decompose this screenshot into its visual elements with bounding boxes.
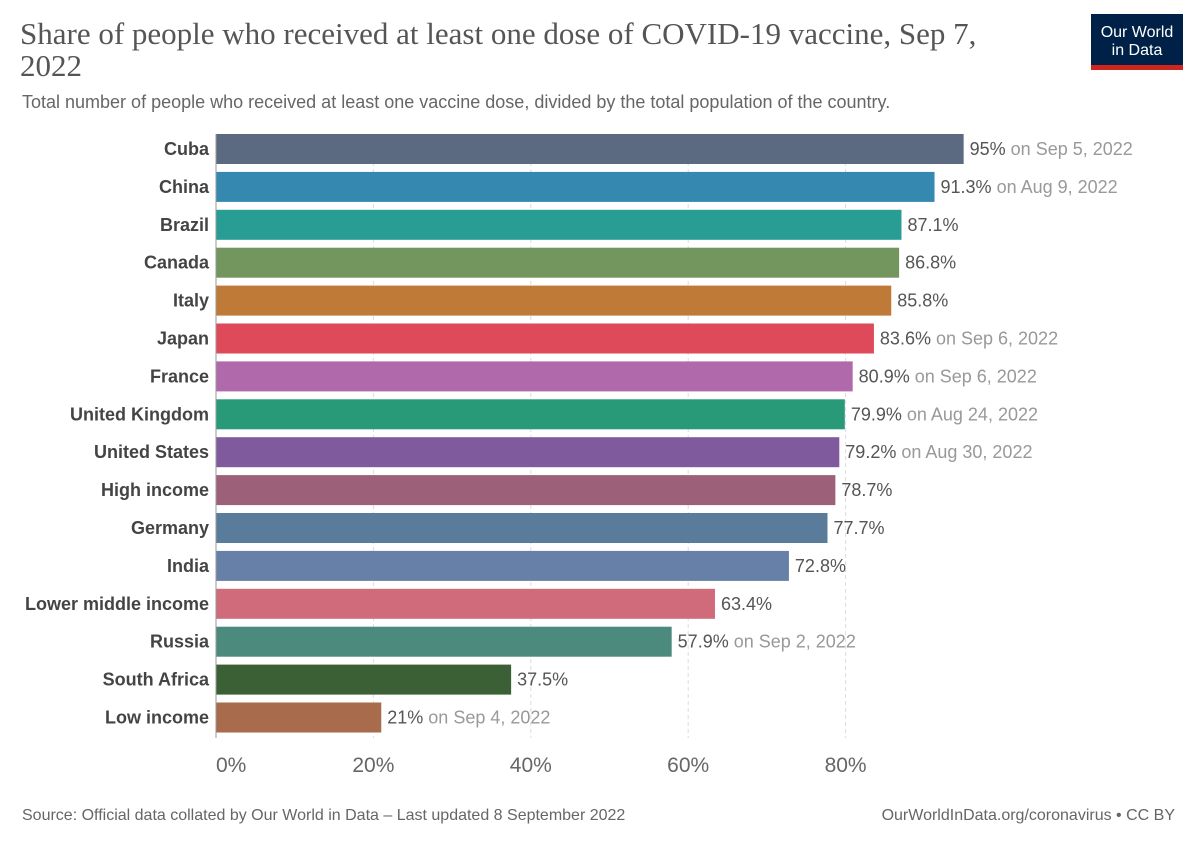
logo-line-1: Our World (1100, 24, 1174, 41)
source-link[interactable]: OurWorldInData.org/coronavirus • CC BY (881, 807, 1175, 824)
x-axis: 0% 20% 40% 60% 80% (215, 134, 867, 777)
category-label: Russia (150, 632, 210, 652)
date-note: on Sep 2, 2022 (729, 632, 856, 652)
logo-accent-bar (1091, 65, 1183, 70)
bar[interactable] (216, 247, 900, 278)
value-label: 21% on Sep 4, 2022 (387, 708, 550, 728)
value-label: 79.9% on Aug 24, 2022 (851, 404, 1038, 424)
source-note: Source: Official data collated by Our Wo… (22, 807, 626, 824)
date-note: on Sep 6, 2022 (931, 329, 1058, 349)
category-label: France (150, 366, 209, 386)
x-tick-label: 80% (825, 754, 867, 777)
date-note: on Aug 9, 2022 (992, 177, 1118, 197)
bar[interactable] (216, 171, 935, 202)
bar[interactable] (216, 550, 789, 581)
value-label: 72.8% (795, 556, 846, 576)
value-label: 77.7% (833, 518, 884, 538)
value-label: 79.2% on Aug 30, 2022 (845, 442, 1032, 462)
category-label: Germany (131, 518, 209, 538)
value-label: 91.3% on Aug 9, 2022 (941, 177, 1118, 197)
bar[interactable] (216, 702, 382, 733)
bar[interactable] (216, 134, 964, 164)
bar[interactable] (216, 513, 828, 543)
x-tick-label: 60% (667, 754, 709, 777)
bar[interactable] (216, 323, 874, 354)
value-label: 87.1% (907, 215, 958, 235)
owid-logo[interactable]: Our World in Data (1091, 14, 1183, 70)
bar[interactable] (216, 475, 836, 506)
bar[interactable] (216, 399, 845, 430)
category-label: South Africa (103, 670, 210, 690)
bar[interactable] (216, 664, 512, 695)
bar[interactable] (216, 437, 840, 468)
value-label: 95% on Sep 5, 2022 (970, 139, 1133, 159)
bar[interactable] (216, 209, 902, 240)
date-note: on Sep 4, 2022 (423, 708, 550, 728)
value-label: 85.8% (897, 291, 948, 311)
category-label: Italy (173, 291, 209, 311)
label-layer: Cuba 95% on Sep 5, 2022 China 91.3% on Aug … (25, 139, 1133, 728)
value-label: 78.7% (841, 480, 892, 500)
value-label: 63.4% (721, 594, 772, 614)
value-label: 80.9% on Sep 6, 2022 (859, 366, 1037, 386)
value-label: 37.5% (517, 670, 568, 690)
logo-line-2: in Data (1111, 42, 1163, 59)
chart-title: Share of people who received at least on… (20, 16, 977, 83)
bar[interactable] (216, 361, 853, 392)
value-label: 83.6% on Sep 6, 2022 (880, 329, 1058, 349)
category-label: Low income (105, 708, 209, 728)
category-label: Canada (144, 253, 210, 273)
category-label: India (167, 556, 210, 576)
category-label: United Kingdom (70, 404, 209, 424)
date-note: on Sep 6, 2022 (910, 366, 1037, 386)
value-label: 86.8% (905, 253, 956, 273)
x-tick-label: 0% (216, 754, 246, 777)
chart-subtitle: Total number of people who received at l… (22, 92, 891, 112)
category-label: United States (94, 442, 209, 462)
date-note: on Aug 24, 2022 (902, 404, 1038, 424)
category-label: China (159, 177, 210, 197)
x-tick-label: 20% (352, 754, 394, 777)
category-label: Lower middle income (25, 594, 209, 614)
bar[interactable] (216, 626, 672, 657)
category-label: Cuba (164, 139, 210, 159)
category-label: Brazil (160, 215, 209, 235)
category-label: Japan (157, 329, 209, 349)
date-note: on Aug 30, 2022 (896, 442, 1032, 462)
category-label: High income (101, 480, 209, 500)
bar[interactable] (216, 588, 715, 619)
bar[interactable] (216, 285, 892, 316)
value-label: 57.9% on Sep 2, 2022 (678, 632, 856, 652)
date-note: on Sep 5, 2022 (1006, 139, 1133, 159)
bar-layer (216, 134, 964, 733)
x-tick-label: 40% (510, 754, 552, 777)
